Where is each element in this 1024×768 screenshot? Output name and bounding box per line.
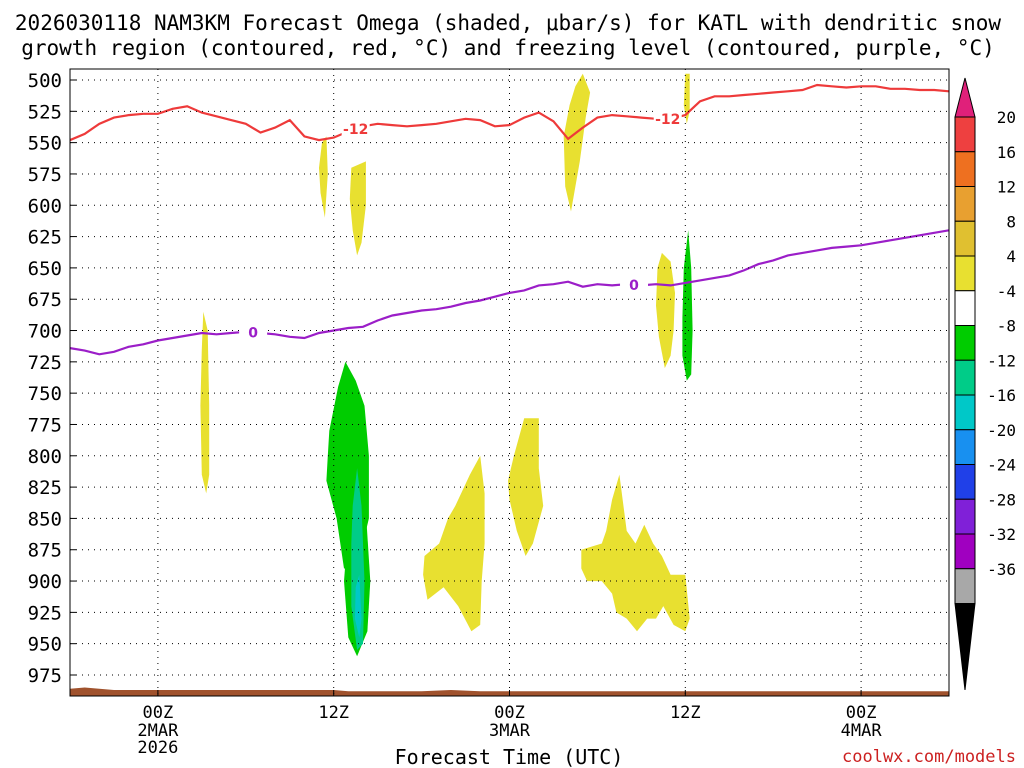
colorbar-bin bbox=[954, 464, 976, 500]
colorbar-label: -24 bbox=[987, 456, 1016, 475]
y-tick-label: 900 bbox=[28, 571, 62, 593]
y-tick-label: 650 bbox=[28, 258, 62, 280]
colorbar-bin bbox=[954, 116, 976, 153]
y-axis: 500 525 550 575 600 625 650 675 700 725 750 775 800 8… bbox=[28, 70, 62, 687]
dgz-contour-label-bg bbox=[341, 119, 370, 138]
contour-labels: -12 -12 0 0 bbox=[239, 109, 682, 342]
x-tick-sublabel: 3MAR bbox=[489, 721, 531, 741]
x-axis-label: Forecast Time (UTC) bbox=[395, 745, 624, 768]
colorbar-label: -32 bbox=[987, 525, 1016, 544]
colorbar-bin bbox=[954, 255, 976, 292]
omega-region bbox=[508, 418, 544, 556]
colorbar-label: 4 bbox=[1006, 247, 1016, 266]
dgz-contour-label-bg bbox=[653, 109, 682, 128]
plot-area bbox=[70, 73, 949, 696]
colorbar-bin bbox=[954, 498, 976, 535]
y-tick-label: 575 bbox=[28, 164, 62, 186]
omega-region bbox=[656, 252, 675, 369]
x-tick-label: 00Z bbox=[143, 703, 174, 723]
colorbar-bin bbox=[954, 220, 976, 257]
colorbar-bin bbox=[954, 429, 976, 465]
y-tick-label: 875 bbox=[28, 540, 62, 562]
colorbar-legend: 20 16 12 8 4 -4 -8 -12 -16 -20 -24 -28 -32 -36 bbox=[954, 77, 1016, 691]
y-tick-label: 500 bbox=[28, 70, 62, 92]
y-tick-label: 775 bbox=[28, 414, 62, 436]
x-tick-sublabel: 2MAR bbox=[137, 721, 179, 741]
x-tick-sublabel: 2026 bbox=[137, 738, 178, 758]
x-tick-label: 00Z bbox=[494, 703, 525, 723]
x-tick-label: 00Z bbox=[846, 703, 877, 723]
y-tick-label: 525 bbox=[28, 101, 62, 123]
colorbar-label: -36 bbox=[987, 560, 1016, 579]
x-tick-sublabel: 4MAR bbox=[841, 721, 883, 741]
omega-region bbox=[423, 455, 485, 632]
y-tick-label: 725 bbox=[28, 352, 62, 374]
colorbar-bin bbox=[954, 568, 976, 604]
colorbar-label: -16 bbox=[987, 386, 1016, 405]
y-tick-label: 700 bbox=[28, 321, 62, 343]
colorbar-label: -4 bbox=[997, 282, 1016, 301]
colorbar-label: -20 bbox=[987, 421, 1016, 440]
dgz-contour-label: -12 bbox=[343, 122, 368, 138]
grid-lines bbox=[70, 69, 949, 696]
omega-region bbox=[319, 136, 328, 218]
colorbar-label: 16 bbox=[997, 143, 1016, 162]
y-tick-label: 750 bbox=[28, 383, 62, 405]
colorbar-label: 20 bbox=[997, 108, 1016, 127]
x-tick-label: 12Z bbox=[318, 703, 349, 723]
freezing-level-label-bg bbox=[620, 275, 649, 294]
colorbar-bin bbox=[954, 290, 976, 326]
colorbar-label: -12 bbox=[987, 351, 1016, 370]
colorbar-bin bbox=[954, 533, 976, 570]
y-tick-label: 925 bbox=[28, 602, 62, 624]
omega-region bbox=[682, 230, 693, 381]
y-tick-label: 550 bbox=[28, 133, 62, 155]
omega-shading bbox=[200, 73, 693, 657]
y-tick-label: 825 bbox=[28, 477, 62, 499]
omega-region bbox=[563, 73, 591, 212]
plot-frame bbox=[69, 68, 950, 697]
colorbar-bottom-arrow bbox=[954, 603, 976, 691]
colorbar-bin bbox=[954, 325, 976, 361]
colorbar-bin bbox=[954, 359, 976, 396]
omega-region bbox=[349, 161, 366, 256]
y-tick-label: 850 bbox=[28, 508, 62, 530]
y-tick-label: 975 bbox=[28, 665, 62, 687]
colorbar-label: 8 bbox=[1006, 212, 1016, 231]
colorbar-bin bbox=[954, 151, 976, 187]
omega-region bbox=[351, 468, 365, 650]
y-tick-label: 600 bbox=[28, 195, 62, 217]
colorbar-label: -28 bbox=[987, 490, 1016, 509]
chart-title-line2: growth region (contoured, red, °C) and f… bbox=[21, 36, 995, 60]
omega-region bbox=[200, 311, 210, 494]
dgz-contour-line bbox=[70, 83, 949, 142]
colorbar-label: 12 bbox=[997, 178, 1016, 197]
y-tick-label: 800 bbox=[28, 446, 62, 468]
credit-text: coolwx.com/models bbox=[842, 747, 1016, 767]
colorbar-bin bbox=[954, 186, 976, 222]
freezing-level-line bbox=[70, 229, 949, 356]
y-tick-label: 950 bbox=[28, 634, 62, 656]
x-tick-label: 12Z bbox=[670, 703, 701, 723]
omega-region bbox=[581, 474, 690, 632]
freezing-level-label: 0 bbox=[629, 278, 639, 294]
colorbar-bin bbox=[954, 394, 976, 431]
colorbar-top-arrow bbox=[954, 77, 976, 118]
colorbar-label: -8 bbox=[997, 317, 1016, 336]
y-tick-label: 675 bbox=[28, 289, 62, 311]
omega-region bbox=[354, 574, 362, 638]
freezing-level-label-bg bbox=[239, 323, 268, 342]
chart-title-line1: 2026030118 NAM3KM Forecast Omega (shaded… bbox=[15, 11, 1002, 35]
freezing-level-label: 0 bbox=[248, 325, 258, 341]
y-tick-label: 625 bbox=[28, 227, 62, 249]
contours bbox=[70, 83, 949, 356]
dgz-contour-label: -12 bbox=[655, 112, 680, 128]
